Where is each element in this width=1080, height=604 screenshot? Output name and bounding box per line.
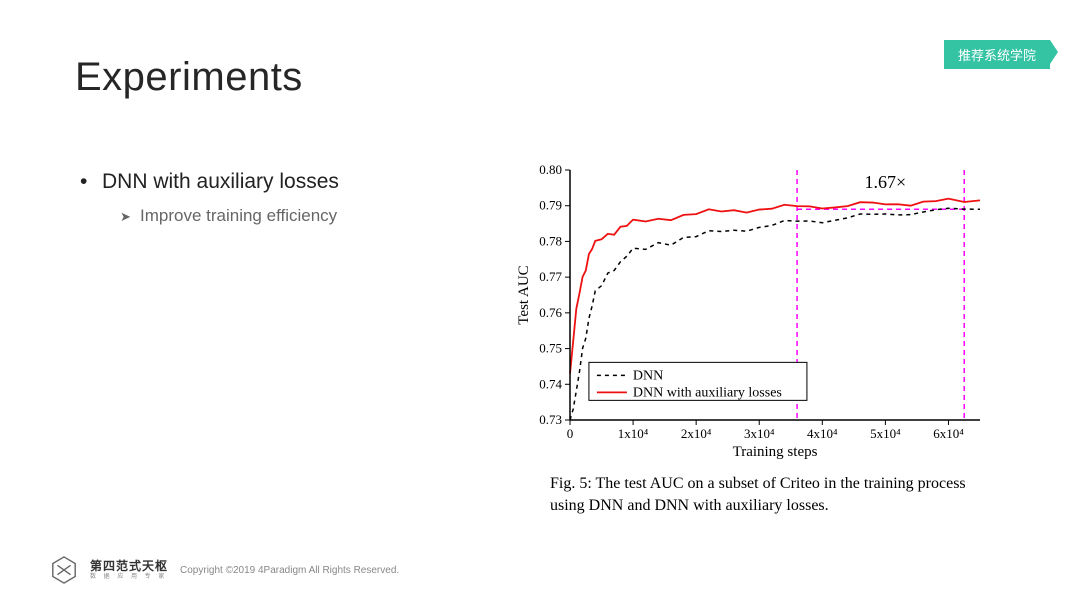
svg-text:Training steps: Training steps (733, 444, 818, 460)
svg-text:0.80: 0.80 (539, 162, 562, 177)
svg-text:6x10⁴: 6x10⁴ (933, 426, 964, 441)
footer: 第四范式天枢 数 据 应 用 专 家 Copyright ©2019 4Para… (50, 556, 399, 584)
svg-text:0.78: 0.78 (539, 233, 562, 248)
svg-text:5x10⁴: 5x10⁴ (870, 426, 901, 441)
svg-text:0.79: 0.79 (539, 198, 562, 213)
svg-text:0.77: 0.77 (539, 269, 562, 284)
bullet-list: DNN with auxiliary losses Improve traini… (80, 170, 480, 226)
logo-text: 第四范式天枢 数 据 应 用 专 家 (90, 560, 168, 580)
chart-container: 0.73 0.74 0.75 0.76 0.77 0.78 0.79 0.80 0 1x10⁴ 2x… (510, 160, 1030, 516)
svg-text:DNN with auxiliary losses: DNN with auxiliary losses (633, 385, 782, 400)
svg-text:1x10⁴: 1x10⁴ (618, 426, 649, 441)
logo-cn: 第四范式天枢 (90, 560, 168, 572)
logo-icon (50, 556, 78, 584)
svg-text:0: 0 (567, 426, 574, 441)
logo-sub: 数 据 应 用 专 家 (90, 574, 168, 580)
svg-text:1.67×: 1.67× (865, 172, 907, 192)
svg-text:0.74: 0.74 (539, 376, 562, 391)
svg-text:0.76: 0.76 (539, 305, 562, 320)
figure-caption: Fig. 5: The test AUC on a subset of Crit… (550, 473, 970, 516)
bullet-level2: Improve training efficiency (120, 206, 480, 226)
bullet-level1: DNN with auxiliary losses (80, 170, 480, 194)
slide-title: Experiments (75, 55, 303, 100)
copyright: Copyright ©2019 4Paradigm All Rights Res… (180, 565, 399, 576)
svg-text:Test AUC: Test AUC (516, 265, 532, 324)
svg-text:2x10⁴: 2x10⁴ (681, 426, 712, 441)
svg-text:DNN: DNN (633, 368, 663, 383)
svg-text:0.75: 0.75 (539, 341, 562, 356)
corner-badge: 推荐系统学院 (944, 40, 1050, 69)
line-chart: 0.73 0.74 0.75 0.76 0.77 0.78 0.79 0.80 0 1x10⁴ 2x… (510, 160, 1010, 460)
svg-text:3x10⁴: 3x10⁴ (744, 426, 775, 441)
svg-text:4x10⁴: 4x10⁴ (807, 426, 838, 441)
svg-text:0.73: 0.73 (539, 412, 562, 427)
